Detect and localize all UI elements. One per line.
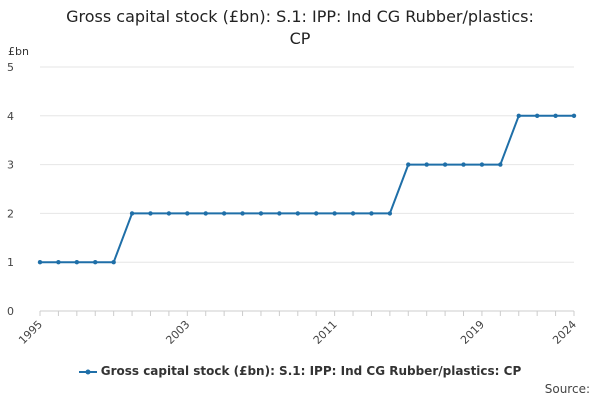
y-tick-label: 3: [7, 159, 14, 172]
chart-legend[interactable]: Gross capital stock (£bn): S.1: IPP: Ind…: [0, 364, 600, 378]
data-point[interactable]: [74, 260, 80, 265]
data-point[interactable]: [203, 211, 208, 216]
chart-title: Gross capital stock (£bn): S.1: IPP: Ind…: [0, 6, 600, 50]
y-tick-label: 2: [7, 207, 14, 220]
data-point[interactable]: [240, 211, 245, 216]
y-tick-label: 0: [7, 305, 14, 318]
data-point[interactable]: [350, 211, 356, 216]
data-point[interactable]: [129, 211, 135, 216]
data-point[interactable]: [166, 211, 172, 216]
chart-title-line-1: Gross capital stock (£bn): S.1: IPP: Ind…: [66, 7, 534, 26]
source-label: Source:: [544, 382, 590, 396]
x-tick-label: 2011: [311, 318, 340, 347]
data-point[interactable]: [258, 211, 264, 216]
y-axis-unit-label: £bn: [8, 45, 29, 58]
x-tick-label: 2024: [550, 318, 579, 347]
data-point[interactable]: [111, 260, 116, 265]
data-point[interactable]: [406, 162, 411, 167]
y-tick-label: 5: [7, 61, 14, 74]
x-tick-label: 2019: [458, 318, 487, 347]
data-point[interactable]: [424, 162, 429, 167]
data-point[interactable]: [93, 260, 98, 265]
data-point[interactable]: [516, 113, 521, 119]
data-point[interactable]: [221, 211, 227, 216]
data-point[interactable]: [148, 211, 153, 216]
data-point[interactable]: [442, 162, 448, 167]
data-point[interactable]: [185, 211, 190, 216]
data-point[interactable]: [56, 260, 61, 265]
data-point[interactable]: [498, 162, 503, 167]
chart-title-line-2: CP: [289, 29, 311, 48]
data-point[interactable]: [37, 260, 43, 265]
data-point[interactable]: [387, 211, 393, 216]
legend-label: Gross capital stock (£bn): S.1: IPP: Ind…: [100, 364, 522, 378]
x-tick-label: 2003: [163, 318, 192, 347]
x-tick-label: 1995: [16, 318, 45, 347]
y-tick-label: 1: [7, 256, 14, 269]
data-point[interactable]: [332, 211, 337, 216]
legend-swatch-icon: [78, 369, 97, 374]
y-tick-label: 4: [7, 110, 14, 123]
data-point[interactable]: [571, 113, 577, 119]
data-point[interactable]: [461, 162, 466, 167]
data-point[interactable]: [369, 211, 374, 216]
data-point[interactable]: [277, 211, 282, 216]
data-point[interactable]: [295, 211, 300, 216]
y-axis-ticks: 0 1 2 3 4 5: [7, 61, 14, 318]
series-line-group: [37, 113, 577, 265]
data-point[interactable]: [534, 113, 540, 119]
data-point[interactable]: [479, 162, 485, 167]
data-point[interactable]: [314, 211, 319, 216]
x-axis: 1995 2003 2011 2019 2024: [16, 310, 579, 347]
data-point[interactable]: [553, 113, 558, 119]
series-line: [40, 114, 574, 264]
